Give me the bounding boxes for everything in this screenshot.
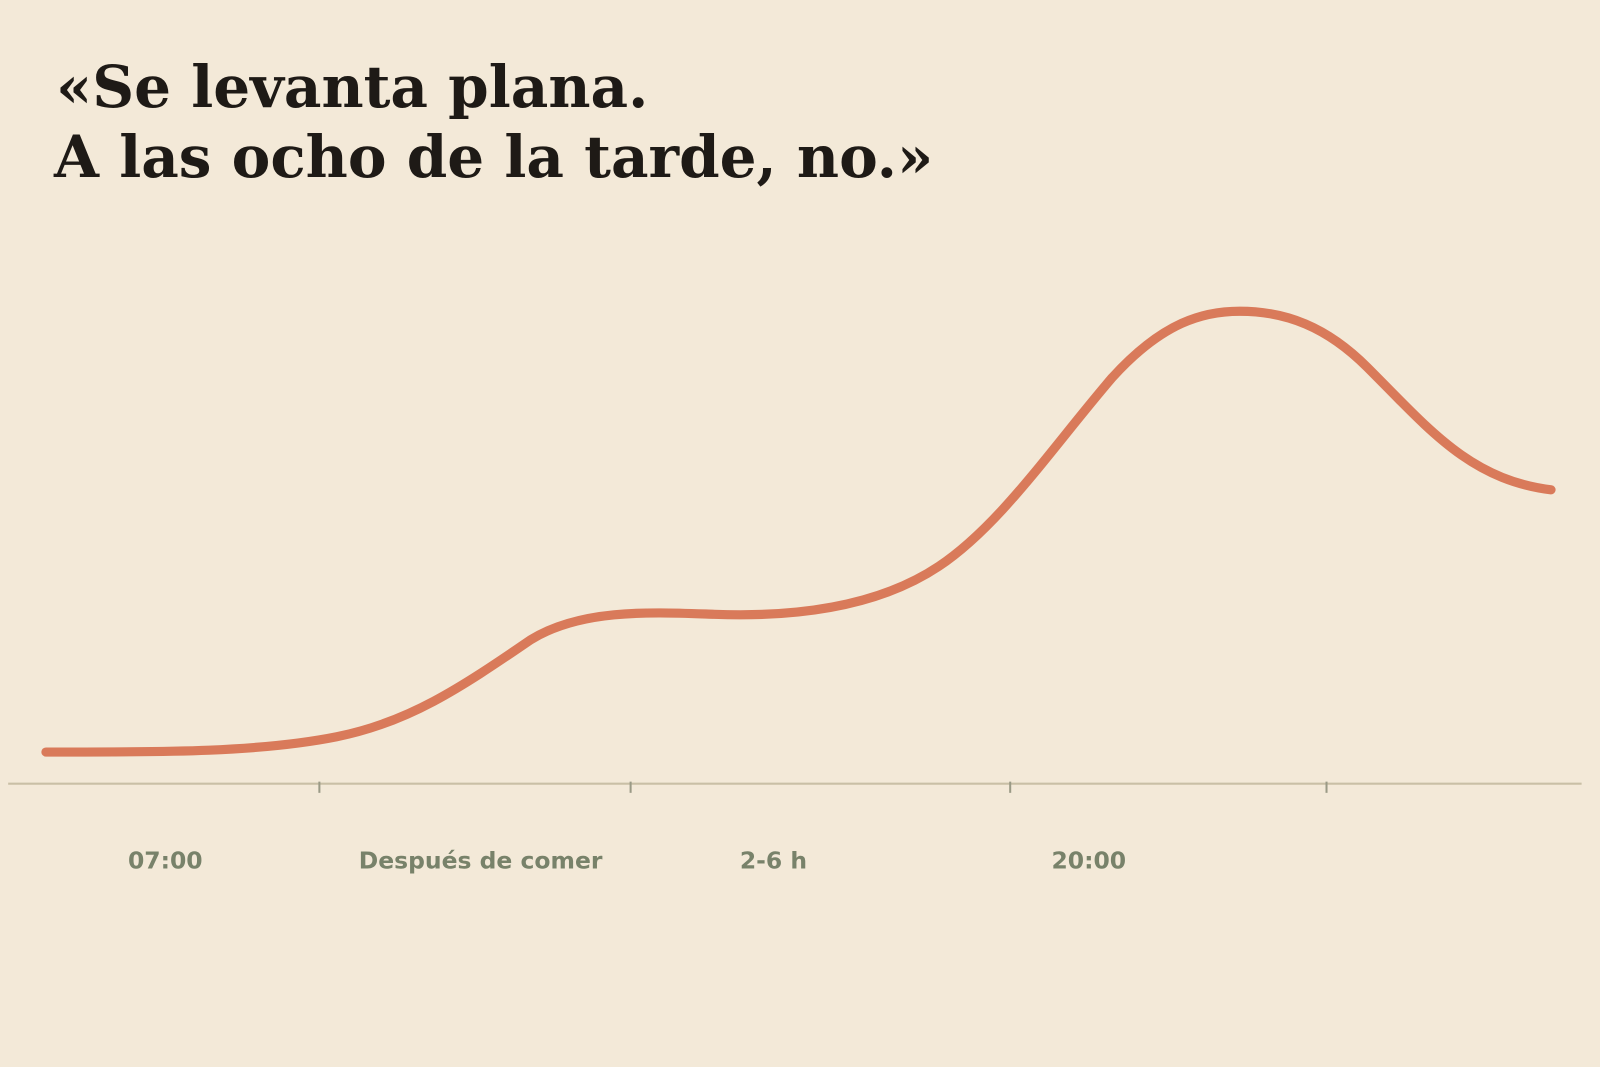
- title-line: «Se levanta plana.: [56, 53, 648, 121]
- title-line: A las ocho de la tarde, no.»: [53, 123, 933, 191]
- axis-label: 20:00: [1051, 846, 1126, 874]
- curve-group: 07:00 Después de comer 2-6 h 20:00: [8, 306, 1582, 874]
- axis-label: 07:00: [128, 846, 203, 874]
- axis-label: 2-6 h: [740, 846, 807, 874]
- axis-label: Después de comer: [359, 846, 603, 874]
- axis-ticks: [318, 781, 1328, 793]
- curve: [41, 306, 1556, 757]
